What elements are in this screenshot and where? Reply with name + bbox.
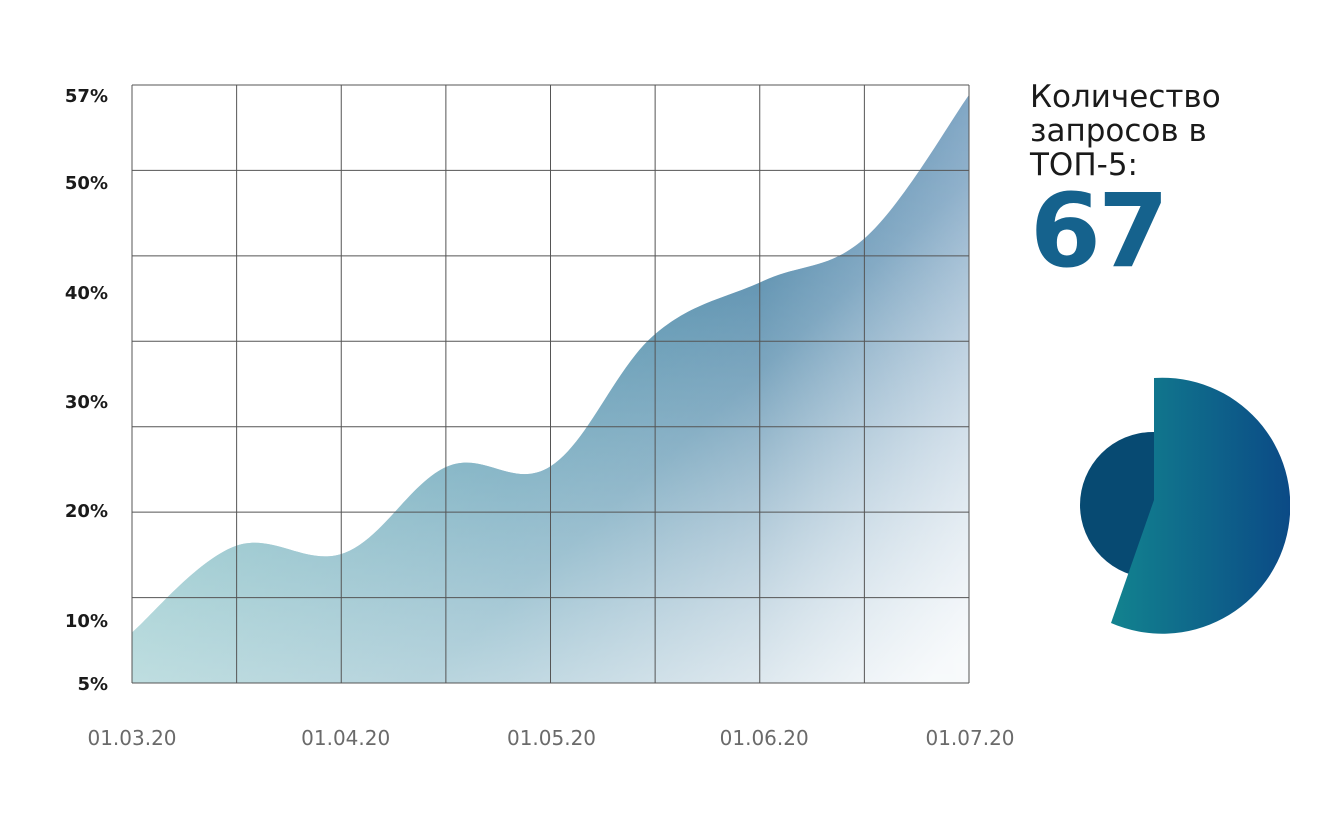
y-tick-label: 30%	[65, 392, 108, 413]
x-tick-label: 01.04.20	[301, 726, 390, 750]
kpi-label: Количество запросов в ТОП-5:	[1030, 79, 1221, 183]
x-tick-label: 01.03.20	[87, 726, 176, 750]
logo-icon	[1080, 377, 1290, 634]
y-tick-label: 5%	[77, 674, 108, 695]
y-tick-label: 50%	[65, 173, 108, 194]
x-tick-label: 01.06.20	[720, 726, 809, 750]
x-tick-label: 01.07.20	[925, 726, 1014, 750]
y-tick-label: 40%	[65, 283, 108, 304]
y-tick-label: 57%	[65, 86, 108, 107]
y-axis: 57% 50% 40% 30% 20% 10% 5%	[65, 86, 108, 695]
logo-front-shape	[1111, 377, 1290, 634]
kpi-value: 67	[1030, 172, 1169, 291]
x-axis: 01.03.20 01.04.20 01.05.20 01.06.20 01.07.20	[87, 726, 1014, 750]
kpi-block: Количество запросов в ТОП-5: 67	[1030, 79, 1330, 291]
y-tick-label: 10%	[65, 611, 108, 632]
grid	[131, 84, 970, 684]
x-tick-label: 01.05.20	[507, 726, 596, 750]
y-tick-label: 20%	[65, 501, 108, 522]
